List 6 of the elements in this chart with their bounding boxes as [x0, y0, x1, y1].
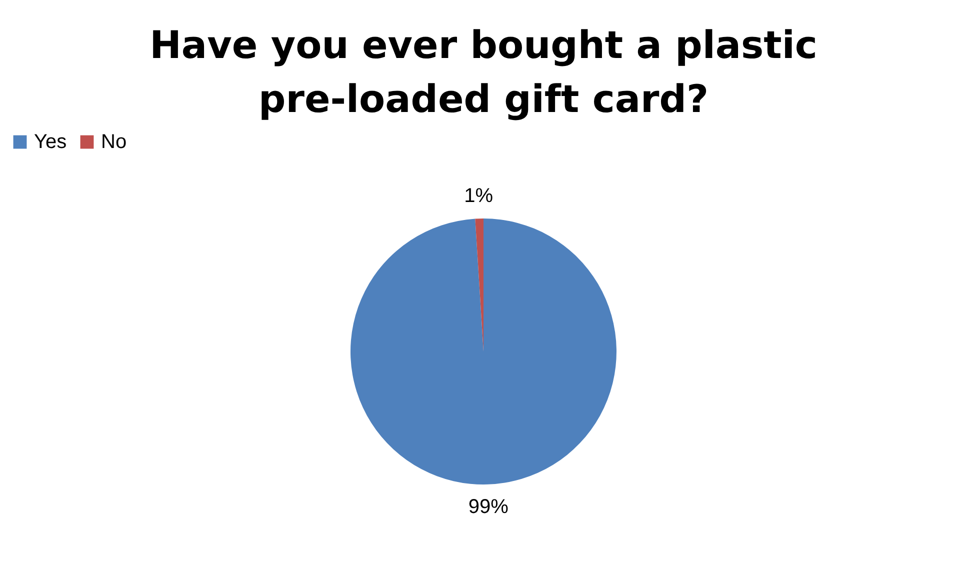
data-label: 99%: [468, 496, 509, 518]
chart-title: Have you ever bought a plastic pre-loaded gift card?: [150, 23, 818, 121]
pie-slice: [350, 218, 616, 484]
data-label: 1%: [464, 184, 494, 207]
legend-label: Yes: [34, 131, 67, 153]
legend-label: No: [101, 131, 127, 153]
